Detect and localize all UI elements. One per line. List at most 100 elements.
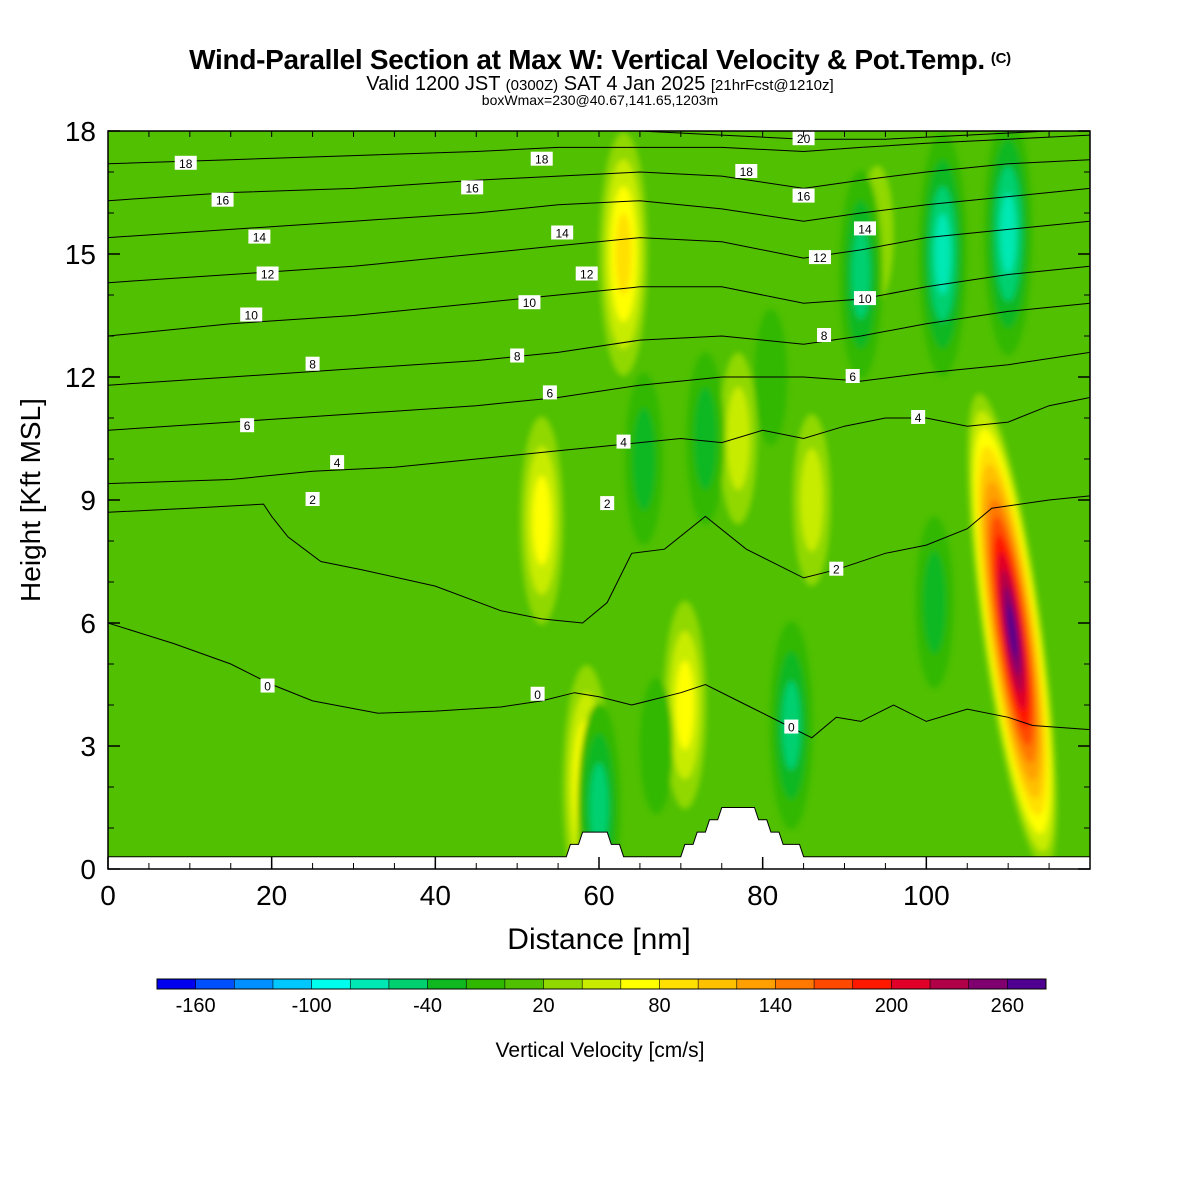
colorbar-swatch (272, 979, 313, 989)
vv-feature-9-level-4 (934, 213, 951, 295)
contour-label-text: 16 (465, 181, 479, 195)
contour-label: 4 (911, 410, 926, 425)
colorbar-swatch (814, 979, 854, 989)
colorbar-tick-label: 260 (991, 995, 1024, 1017)
contour-label-box (260, 678, 275, 693)
colorbar-tick-label: 140 (759, 995, 792, 1017)
contour-label: 8 (305, 356, 320, 372)
colorbar-swatch (350, 979, 390, 989)
colorbar-swatch (968, 979, 1008, 989)
vertical-velocity-field (108, 131, 1090, 869)
contour-label-box (510, 348, 525, 363)
contour-label-box (616, 434, 631, 449)
vv-feature-3-level-3 (675, 660, 695, 750)
colorbar-swatch (775, 979, 815, 989)
contour-label-text: 10 (858, 292, 872, 306)
contour-label-text: 0 (534, 688, 541, 702)
vv-feature-1-level-4 (615, 213, 632, 295)
x-tick-label: 80 (747, 880, 778, 911)
contour-label: 2 (600, 496, 615, 511)
contour-label-box (784, 719, 799, 734)
contour-label-text: 18 (535, 153, 549, 167)
theta-contour-12 (108, 220, 1090, 284)
contour-label-text: 10 (523, 296, 537, 310)
contour-label-box (911, 410, 926, 424)
contour-label: 8 (817, 328, 832, 343)
contour-label-box (551, 225, 574, 240)
contour-label: 6 (240, 418, 255, 433)
contour-label-text: 4 (620, 436, 627, 450)
x-tick-label: 0 (100, 880, 116, 911)
potential-temperature-contours (108, 131, 1090, 739)
valid-date: SAT 4 Jan 2025 (558, 73, 711, 95)
contour-label-box (240, 307, 263, 322)
colorbar-swatch (736, 979, 776, 989)
theta-contour-10 (108, 265, 1090, 337)
colorbar: -160 -100 -40 20 80 140 200 260 (156, 978, 1047, 1017)
contour-label-box (530, 686, 545, 701)
contour-label: 20 (792, 131, 815, 146)
contour-label: 0 (260, 678, 275, 694)
vv-feature-18-level-1 (639, 678, 673, 814)
colorbar-swatch (195, 979, 235, 989)
x-tick-label: 60 (583, 880, 614, 911)
field-features (520, 131, 1057, 869)
contour-label-text: 8 (309, 358, 316, 372)
colorbar-tick-label: -100 (292, 995, 332, 1017)
colorbar-swatch (504, 979, 545, 989)
theta-contour-8 (108, 302, 1090, 386)
colorbar-swatch (930, 979, 970, 989)
contour-label-box (792, 131, 815, 146)
contour-label-text: 4 (334, 456, 341, 470)
valid-zulu: (0300Z) (505, 77, 559, 94)
contour-label-box (518, 295, 541, 310)
colorbar-swatch (1007, 979, 1047, 989)
contour-label: 6 (542, 385, 557, 400)
colorbar-tick-label: 80 (648, 995, 670, 1017)
colorbar-swatch (234, 979, 274, 989)
contour-label: 12 (808, 250, 831, 265)
colorbar-swatch (891, 979, 931, 989)
colorbar-tick-label: 200 (875, 995, 908, 1017)
contour-label-box (330, 455, 345, 470)
contour-label: 2 (305, 492, 320, 507)
contour-label-text: 12 (813, 251, 827, 265)
vv-feature-5-level-2 (726, 386, 750, 491)
contour-label-box (575, 266, 598, 281)
y-axis-label: Height [Kft MSL] (15, 398, 46, 602)
theta-contour-14 (108, 187, 1090, 239)
colorbar-swatch (698, 979, 738, 989)
chart-title: Wind-Parallel Section at Max W: Vertical… (0, 44, 1200, 76)
contour-label-text: 8 (821, 329, 828, 343)
contour-label-box (248, 229, 271, 244)
terrain-fill (108, 807, 1090, 869)
y-tick-label: 0 (80, 854, 96, 885)
contour-label-text: 6 (547, 386, 554, 400)
y-tick-label: 12 (65, 362, 96, 393)
contour-label-text: 18 (740, 165, 754, 179)
contour-label: 18 (530, 151, 553, 167)
contour-label: 16 (211, 192, 234, 208)
contour-label-text: 6 (849, 370, 856, 384)
theta-contour-2 (108, 495, 1090, 624)
vv-feature-14-level-2 (693, 386, 717, 491)
contour-label-text: 2 (309, 493, 316, 507)
y-tick-label: 9 (80, 485, 96, 516)
contour-label: 0 (530, 686, 545, 702)
contour-label: 12 (256, 266, 279, 282)
contour-label-text: 10 (245, 309, 259, 323)
contour-label: 10 (240, 307, 263, 323)
contour-label: 18 (174, 155, 197, 171)
theta-contour-6 (108, 351, 1090, 431)
contour-label: 14 (551, 225, 574, 241)
contour-label-text: 0 (264, 680, 271, 694)
terrain (108, 807, 1090, 869)
contour-label-box (211, 192, 234, 207)
contour-label-box (735, 164, 758, 178)
contour-label-box (305, 492, 320, 506)
contour-label: 10 (853, 291, 876, 306)
colorbar-tick-label: -40 (413, 995, 442, 1017)
contour-label-box (853, 291, 876, 306)
y-tick-label: 18 (65, 116, 96, 147)
